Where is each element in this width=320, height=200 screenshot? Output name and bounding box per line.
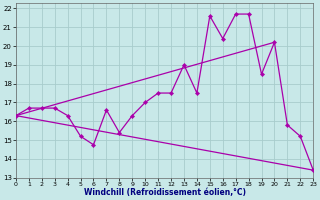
X-axis label: Windchill (Refroidissement éolien,°C): Windchill (Refroidissement éolien,°C) [84, 188, 245, 197]
